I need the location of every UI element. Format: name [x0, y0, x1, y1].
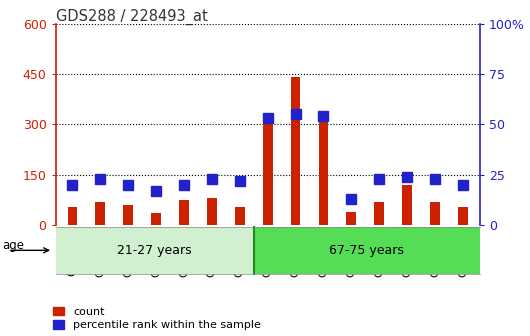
Bar	[347, 212, 356, 225]
Bar	[430, 202, 440, 225]
Legend: count, percentile rank within the sample: count, percentile rank within the sample	[53, 306, 261, 330]
Bar	[290, 77, 301, 225]
Bar	[123, 205, 133, 225]
Text: 67-75 years: 67-75 years	[329, 244, 404, 257]
Bar	[207, 198, 217, 225]
Bar	[402, 185, 412, 225]
Bar	[374, 202, 384, 225]
Text: GDS288 / 228493_at: GDS288 / 228493_at	[56, 8, 207, 25]
Bar	[235, 207, 245, 225]
Bar	[95, 202, 105, 225]
Bar	[67, 207, 77, 225]
Text: age: age	[3, 239, 25, 252]
Text: 21-27 years: 21-27 years	[117, 244, 192, 257]
Bar	[151, 213, 161, 225]
Bar	[458, 207, 468, 225]
Bar	[263, 118, 272, 225]
Bar	[319, 114, 328, 225]
Bar	[179, 200, 189, 225]
